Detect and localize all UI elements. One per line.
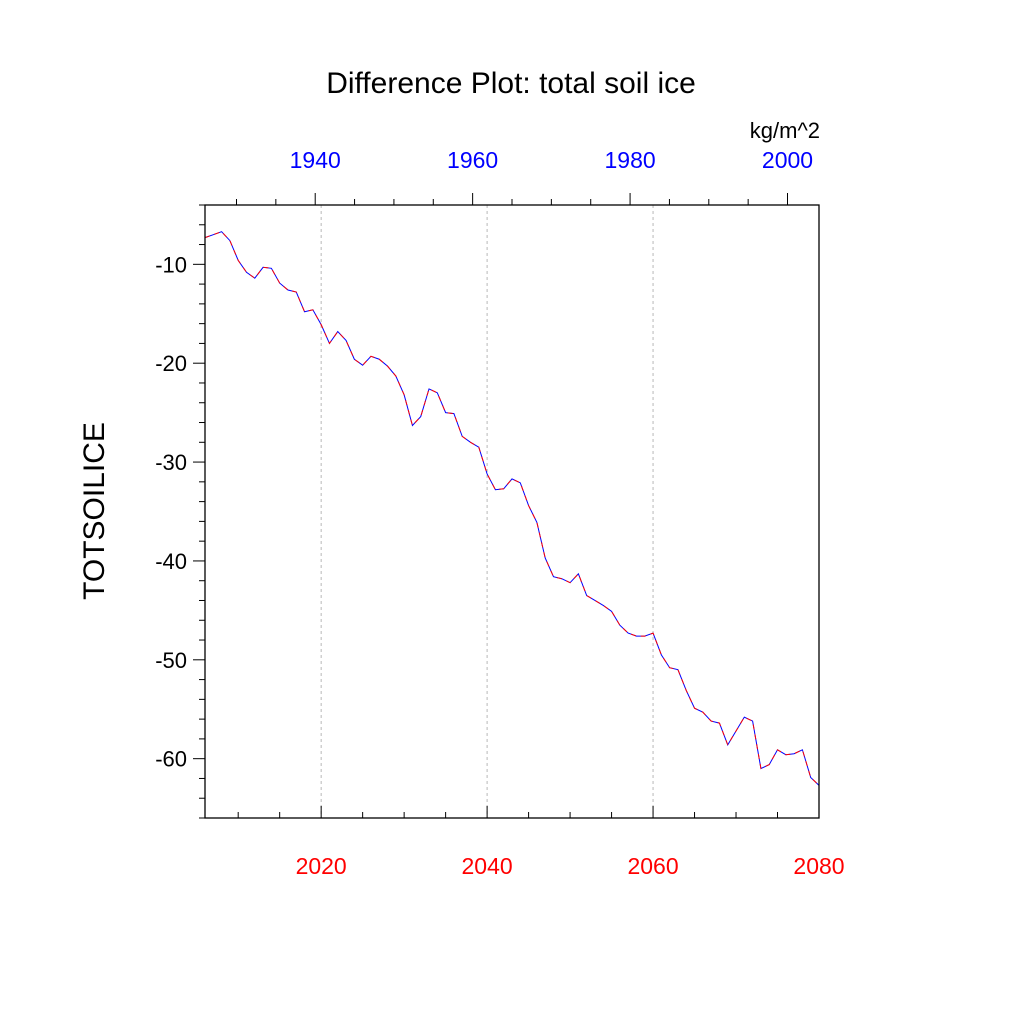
units-label: kg/m^2 [750, 118, 820, 143]
x-top-tick-label: 2000 [762, 147, 813, 173]
x-bottom-tick-label: 2040 [462, 853, 513, 879]
grid-lines [320, 205, 654, 818]
y-tick-label: -60 [155, 747, 187, 772]
x-top-tick-label: 1940 [290, 147, 341, 173]
series-line-red [204, 231, 820, 786]
x-top-tick-label: 1980 [604, 147, 655, 173]
y-tick-label: -10 [155, 252, 187, 277]
chart-title: Difference Plot: total soil ice [326, 67, 696, 100]
y-axis-label: TOTSOILICE [78, 422, 111, 600]
x-bottom-tick-label: 2080 [793, 853, 844, 879]
x-top-tick-label: 1960 [447, 147, 498, 173]
x-bottom-tick-label: 2020 [296, 853, 347, 879]
plot-frame [204, 204, 820, 819]
axes: -10 -20 -30 -40 -50 -60 2020 2040 2060 2080 1940 19… [155, 147, 844, 879]
series-line-blue [204, 231, 820, 786]
series-lines [204, 231, 820, 786]
y-tick-label: -50 [155, 648, 187, 673]
x-bottom-tick-label: 2060 [627, 853, 678, 879]
y-tick-label: -30 [155, 450, 187, 475]
y-tick-label: -20 [155, 351, 187, 376]
y-tick-label: -40 [155, 549, 187, 574]
